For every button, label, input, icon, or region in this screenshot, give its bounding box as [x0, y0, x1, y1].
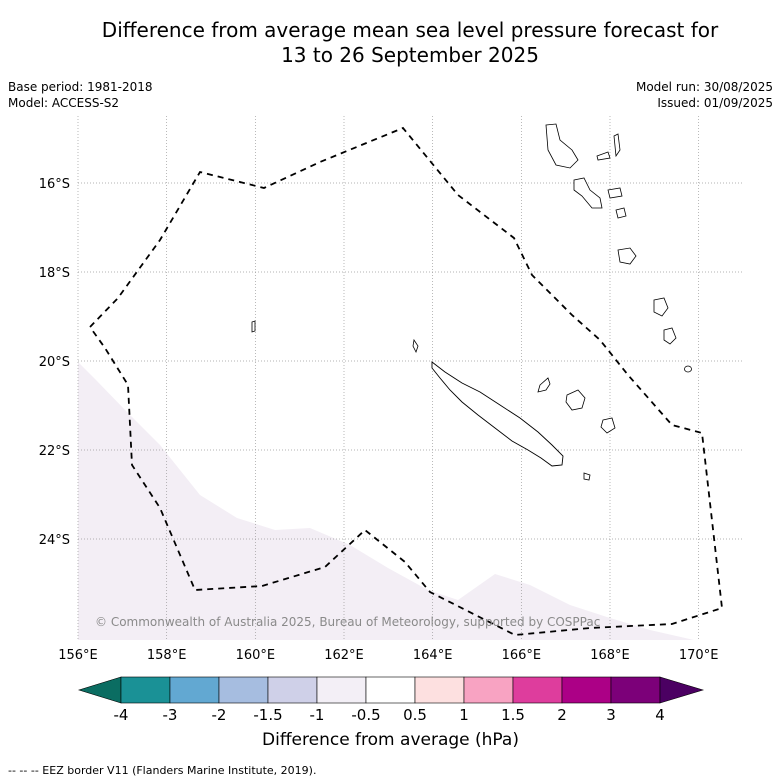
- aneityum-island: [684, 365, 692, 373]
- lat-tick-label: 18°S: [39, 266, 70, 281]
- colorbar-under-arrow: [77, 676, 122, 704]
- new-caledonia-island: [431, 361, 564, 467]
- colorbar-tick-label: -0.5: [351, 706, 381, 724]
- lon-tick-label: 168°E: [590, 648, 630, 663]
- lat-tick-label: 20°S: [39, 355, 70, 370]
- colorbar-title: Difference from average (hPa): [262, 730, 519, 750]
- lon-tick-label: 164°E: [413, 648, 453, 663]
- belep-island: [412, 338, 419, 354]
- colorbar-segment: [610, 676, 661, 704]
- colorbar-tick-label: 1: [459, 706, 469, 724]
- colorbar-tick-label: -2: [211, 706, 227, 724]
- colorbar-segment: [365, 676, 416, 704]
- mare-island: [600, 417, 616, 434]
- colorbar-segment: [414, 676, 465, 704]
- colorbar-tick-label: 1.5: [501, 706, 525, 724]
- espiritu-santo-island: [545, 123, 579, 169]
- efate-island: [617, 247, 637, 265]
- tanna-island: [663, 327, 677, 345]
- lon-tick-label: 162°E: [324, 648, 364, 663]
- colorbar-segment: [267, 676, 318, 704]
- latitude-tick-labels: 16°S 18°S 20°S 22°S 24°S: [39, 177, 70, 548]
- lon-tick-label: 156°E: [58, 648, 98, 663]
- lon-tick-label: 158°E: [147, 648, 187, 663]
- chesterfield-reef: [251, 320, 256, 333]
- longitude-tick-labels: 156°E 158°E 160°E 162°E 164°E 166°E 168°E 170°E: [58, 648, 718, 663]
- anomaly-region: [78, 362, 694, 640]
- colorbar-tick-label: -1.5: [253, 706, 283, 724]
- ambae-island: [596, 151, 611, 161]
- lon-tick-label: 160°E: [236, 648, 276, 663]
- colorbar-tick-label: -3: [162, 706, 178, 724]
- colorbar-segment: [120, 676, 171, 704]
- base-period-text: Base period: 1981-2018: [8, 80, 153, 94]
- colorbar-tick-label: -1: [309, 706, 325, 724]
- isle-of-pines: [583, 472, 591, 481]
- colorbar-segment: [316, 676, 367, 704]
- colorbar-segment: [169, 676, 220, 704]
- lifou-island: [565, 389, 586, 411]
- title-line-1: Difference from average mean sea level p…: [101, 18, 719, 42]
- lon-tick-label: 166°E: [502, 648, 542, 663]
- eez-border: [89, 126, 723, 636]
- colorbar-tick-label: 0.5: [403, 706, 427, 724]
- right-metadata: Model run: 30/08/2025 Issued: 01/09/2025: [636, 79, 773, 111]
- lon-tick-label: 170°E: [679, 648, 719, 663]
- colorbar-segment: [463, 676, 514, 704]
- eez-legend-footer: -- -- -- EEZ border V11 (Flanders Marine…: [8, 764, 317, 777]
- lat-tick-label: 24°S: [39, 533, 70, 548]
- erromango-island: [653, 297, 669, 317]
- colorbar-segment: [218, 676, 269, 704]
- colorbar-segment: [512, 676, 563, 704]
- lat-tick-label: 16°S: [39, 177, 70, 192]
- model-run-text: Model run: 30/08/2025: [635, 80, 773, 94]
- left-metadata: Base period: 1981-2018 Model: ACCESS-S2: [8, 79, 153, 111]
- colorbar-tick-label: -4: [113, 706, 129, 724]
- colorbar-segment: [561, 676, 612, 704]
- issued-text: Issued: 01/09/2025: [657, 96, 773, 110]
- title-line-2: 13 to 26 September 2025: [281, 43, 539, 67]
- colorbar: [77, 676, 705, 704]
- grid-lines: [77, 116, 743, 640]
- colorbar-tick-label: 2: [557, 706, 567, 724]
- colorbar-tick-label: 3: [606, 706, 616, 724]
- colorbar-tick-label: 4: [655, 706, 665, 724]
- model-text: Model: ACCESS-S2: [8, 96, 120, 110]
- lat-tick-label: 22°S: [39, 444, 70, 459]
- ouvea-island: [537, 377, 551, 393]
- map-title: Difference from average mean sea level p…: [0, 18, 781, 68]
- malakula-island: [573, 177, 603, 209]
- map-area: © Commonwealth of Australia 2025, Bureau…: [77, 116, 743, 640]
- epi-island: [615, 207, 627, 219]
- copyright-text: © Commonwealth of Australia 2025, Bureau…: [95, 615, 600, 629]
- maewo-island: [613, 133, 621, 158]
- ambrym-island: [607, 187, 623, 199]
- colorbar-over-arrow: [659, 676, 705, 704]
